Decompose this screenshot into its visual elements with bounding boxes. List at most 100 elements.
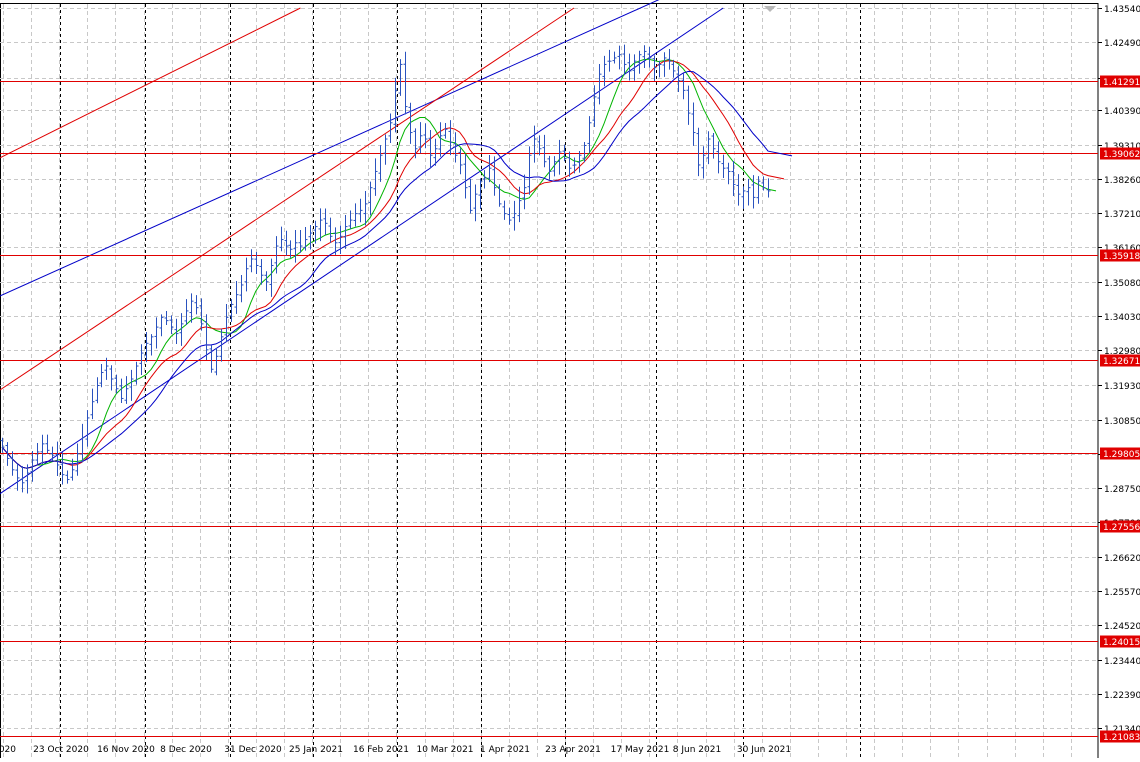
blue-channel-lower bbox=[0, 7, 724, 495]
candle bbox=[597, 64, 602, 105]
level-price-label-bg bbox=[1100, 447, 1140, 460]
candle bbox=[671, 59, 676, 78]
level-price-label: 1.41291 bbox=[1103, 78, 1140, 88]
candle bbox=[284, 230, 289, 256]
candle bbox=[423, 123, 428, 149]
candle bbox=[229, 299, 234, 322]
level-price-label: 1.24015 bbox=[1103, 638, 1140, 648]
candle bbox=[468, 179, 473, 214]
candle bbox=[288, 240, 293, 258]
y-tick-label: 1.31930 bbox=[1104, 382, 1140, 392]
candle bbox=[164, 310, 169, 325]
level-price-label-bg bbox=[1100, 75, 1140, 88]
candle bbox=[443, 123, 448, 139]
candle bbox=[458, 148, 463, 175]
candle bbox=[353, 203, 358, 227]
candle bbox=[373, 158, 378, 196]
candle bbox=[746, 178, 751, 206]
candle bbox=[343, 215, 348, 249]
y-tick-label: 1.40390 bbox=[1104, 107, 1140, 117]
y-tick-label: 1.21340 bbox=[1104, 725, 1140, 735]
level-price-label: 1.35918 bbox=[1103, 252, 1140, 262]
candle bbox=[766, 178, 771, 198]
x-tick-label: 31 Dec 2020 bbox=[224, 745, 282, 755]
red-channel-lower bbox=[0, 7, 575, 391]
candle bbox=[269, 258, 274, 297]
candle bbox=[194, 295, 199, 315]
y-tick-label: 1.34030 bbox=[1104, 313, 1140, 323]
candle bbox=[517, 186, 522, 223]
candle bbox=[617, 45, 622, 70]
candle bbox=[303, 226, 308, 251]
candle bbox=[15, 463, 20, 491]
candle bbox=[85, 410, 90, 447]
candle bbox=[676, 65, 681, 92]
candle bbox=[90, 388, 95, 420]
candle bbox=[701, 146, 706, 179]
scroll-shift-marker-icon[interactable] bbox=[764, 6, 776, 12]
candle bbox=[726, 162, 731, 185]
candle bbox=[144, 332, 149, 363]
candle bbox=[642, 45, 647, 69]
candle bbox=[537, 135, 542, 156]
level-price-label: 1.32671 bbox=[1103, 357, 1140, 367]
ma-slow-line bbox=[1, 70, 793, 469]
candle bbox=[45, 434, 50, 454]
candle bbox=[681, 73, 686, 100]
candle bbox=[592, 85, 597, 127]
candle bbox=[139, 344, 144, 376]
candle bbox=[313, 220, 318, 244]
candle bbox=[134, 361, 139, 385]
candle bbox=[159, 314, 164, 337]
candle bbox=[482, 170, 487, 189]
candle bbox=[527, 146, 532, 195]
candle bbox=[751, 175, 756, 209]
x-tick-label: 23 Oct 2020 bbox=[33, 745, 89, 755]
y-tick-label: 1.38260 bbox=[1104, 176, 1140, 186]
y-tick-label: 1.42490 bbox=[1104, 39, 1140, 49]
candle bbox=[254, 252, 259, 274]
candle bbox=[259, 258, 264, 285]
candle bbox=[209, 345, 214, 373]
candles-layer bbox=[0, 44, 771, 494]
y-axis: 1.435401.424901.413901.403901.393101.382… bbox=[1098, 5, 1140, 762]
candle bbox=[20, 466, 25, 493]
candle bbox=[55, 441, 60, 476]
y-tick-label: 1.26620 bbox=[1104, 554, 1140, 564]
candle bbox=[0, 437, 5, 453]
candle bbox=[418, 122, 423, 154]
candle bbox=[244, 257, 249, 292]
candle bbox=[497, 184, 502, 207]
x-tick-label: 8 Jun 2021 bbox=[673, 745, 721, 755]
candle bbox=[383, 134, 388, 165]
candle bbox=[522, 174, 527, 210]
candle bbox=[199, 298, 204, 331]
candle bbox=[109, 365, 114, 391]
level-price-label-bg bbox=[1100, 520, 1140, 533]
candle bbox=[612, 51, 617, 64]
candle bbox=[736, 174, 741, 206]
candle bbox=[731, 160, 736, 197]
y-tick-label: 1.36160 bbox=[1104, 244, 1140, 254]
x-tick-label: 2020 bbox=[0, 745, 16, 755]
candle bbox=[428, 129, 433, 169]
candle bbox=[756, 176, 761, 204]
candle bbox=[169, 315, 174, 335]
candle bbox=[328, 217, 333, 243]
candle bbox=[453, 132, 458, 163]
candle bbox=[95, 377, 100, 404]
candle bbox=[657, 60, 662, 78]
candle bbox=[602, 55, 607, 87]
level-price-label-bg bbox=[1100, 730, 1140, 743]
candle bbox=[50, 446, 55, 462]
candle bbox=[214, 348, 219, 376]
trend-channel-layer bbox=[0, 0, 724, 495]
candle bbox=[567, 151, 572, 177]
candle bbox=[378, 145, 383, 182]
candle bbox=[338, 225, 343, 254]
candle bbox=[124, 376, 129, 404]
candle bbox=[507, 207, 512, 225]
candle bbox=[741, 186, 746, 209]
